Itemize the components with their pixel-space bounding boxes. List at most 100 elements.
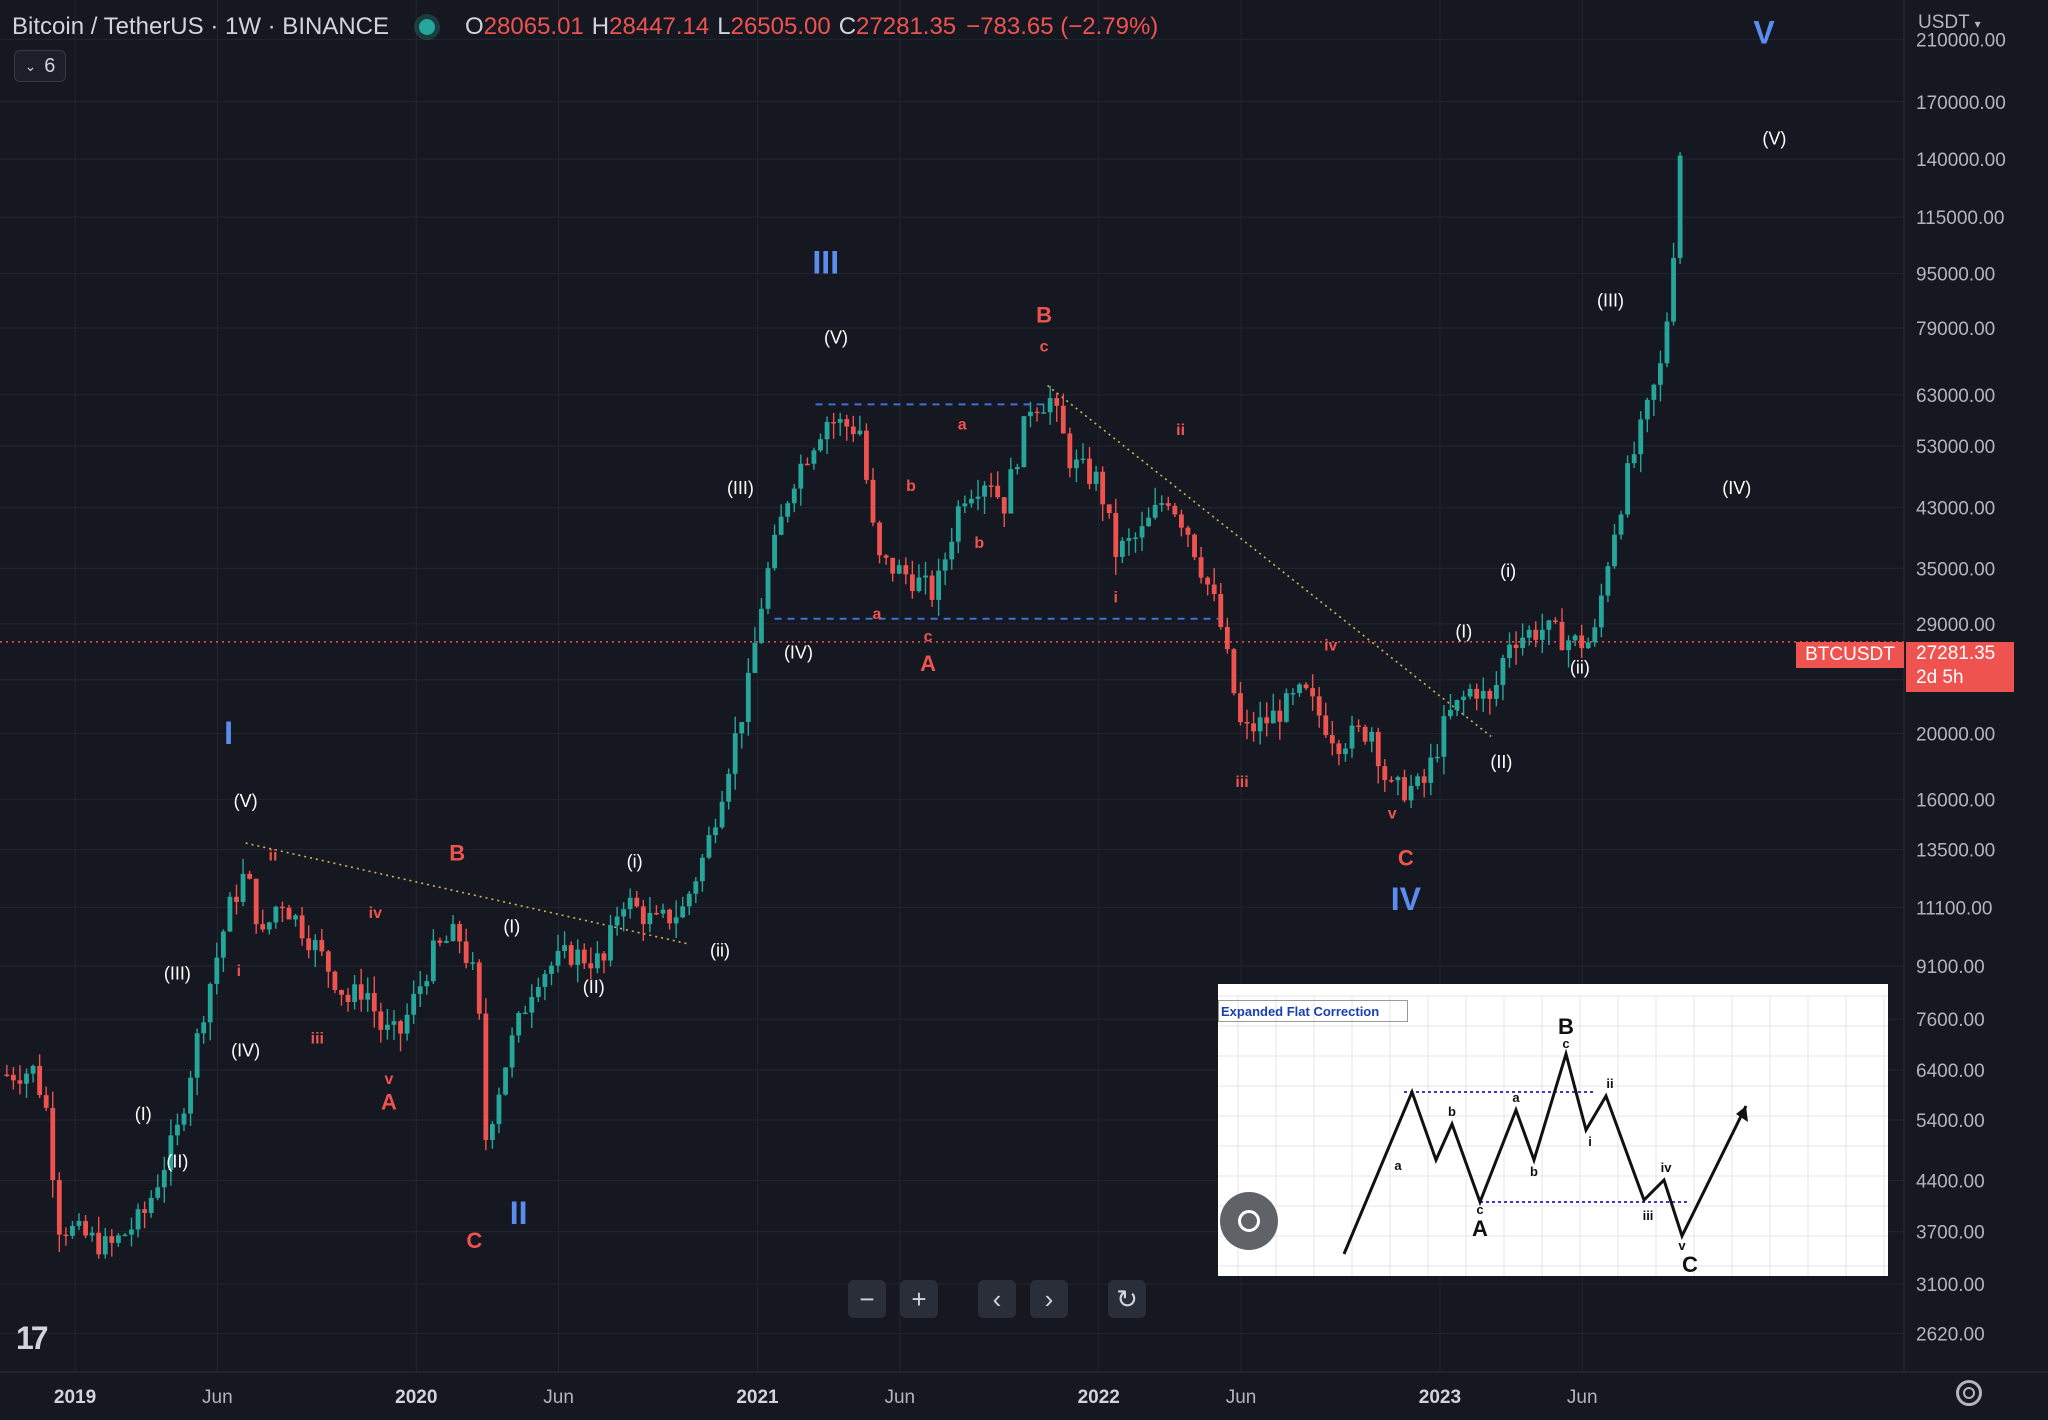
inset-wave-label: c [1476,1202,1483,1217]
price-tick-label: 95000.00 [1916,265,1995,286]
wave-label: v [1388,805,1397,822]
candle-body [936,570,942,600]
candle-body [1474,688,1480,699]
candle-body [194,1033,200,1078]
last-price-box: 27281.35 2d 5h [1906,642,2014,692]
time-tick-label: Jun [543,1387,574,1408]
candle-body [1644,399,1650,420]
candle-body [1290,693,1296,695]
candle-body [1218,594,1224,627]
candle-body [673,917,679,924]
lens-search-icon[interactable] [1220,1192,1278,1250]
candle-body [1480,690,1486,699]
candle-body [1014,467,1020,470]
indicators-toggle[interactable]: ⌄ 6 [14,50,66,82]
candle-body [89,1232,95,1236]
candle-body [949,541,955,560]
inset-wave-label: B [1558,1014,1574,1039]
candle-body [214,957,220,984]
candle-body [207,983,213,1023]
candle-body [181,1113,187,1125]
candle-body [109,1236,115,1243]
inset-wave-label: iii [1643,1208,1654,1223]
wave-label: (i) [1500,561,1516,581]
candle-body [601,953,607,961]
candle-body [542,973,548,987]
high-label: H [591,13,610,40]
scroll-right-button[interactable]: › [1030,1280,1068,1318]
candle-body [975,496,981,499]
reset-chart-button[interactable]: ↻ [1108,1280,1146,1318]
candle-body [286,907,292,920]
candle-body [772,534,777,569]
candle-body [1165,503,1171,506]
candle-body [1382,766,1388,781]
candle-body [588,963,594,969]
candle-body [1093,471,1099,484]
wave-label: (II) [583,977,605,997]
candle-body [371,993,377,1012]
wave-label: iii [1235,774,1248,791]
candle-body [306,938,312,951]
time-tick-label: 2019 [54,1387,96,1408]
candle-body [890,557,896,574]
price-tick-label: 29000.00 [1916,615,1995,636]
inset-wave-label: iv [1661,1160,1673,1175]
wave-label: a [958,417,967,434]
last-price-ticker: BTCUSDT [1796,642,1904,668]
candle-body [1566,640,1571,651]
inset-wave-label: b [1448,1104,1456,1119]
candle-body [1133,537,1138,540]
candle-body [575,949,581,965]
zoom-out-button[interactable]: − [848,1280,886,1318]
candle-body [1041,412,1047,414]
candle-body [660,909,666,914]
zoom-in-button[interactable]: + [900,1280,938,1318]
candle-body [1677,155,1683,258]
candle-body [1572,635,1578,641]
candle-body [175,1124,180,1136]
currency-selector[interactable]: USDT ▾ [1918,12,1981,34]
wave-label: iv [369,905,382,922]
candle-body [234,896,239,902]
close-label: C [838,13,857,40]
candle-body [404,1014,410,1034]
candle-body [444,941,449,943]
candle-body [549,965,554,974]
open-value: 28065.01 [483,13,584,40]
chevron-down-icon: ▾ [1974,17,1981,31]
tradingview-logo[interactable]: 17 [16,1320,49,1356]
candle-body [982,485,987,497]
settings-gear-icon[interactable] [1956,1380,1982,1406]
candle-body [10,1074,16,1081]
wave-label: iii [311,1030,324,1047]
symbol-title[interactable]: Bitcoin / TetherUS · 1W · BINANCE [12,13,389,40]
candle-body [942,559,948,571]
scroll-left-button[interactable]: ‹ [978,1280,1016,1318]
candle-body [1034,411,1040,414]
wave-label: (i) [627,852,643,872]
candle-body [457,924,462,942]
candle-body [962,503,968,507]
candle-body [680,906,686,918]
candle-body [608,925,613,961]
candle-body [312,940,318,951]
candle-body [562,945,567,952]
currency-label: USDT [1918,12,1970,33]
chart-navigation: − + ‹ › ↻ [848,1280,1146,1318]
candle-body [988,485,994,487]
price-tick-label: 11100.00 [1916,898,1992,919]
candle-body [844,419,850,427]
candle-body [1362,726,1368,742]
price-tick-label: 79000.00 [1916,319,1995,340]
candle-body [529,996,535,1013]
inset-wave-label: C [1682,1252,1698,1276]
candle-body [490,1124,495,1140]
candle-body [837,419,843,423]
price-tick-label: 6400.00 [1916,1061,1985,1082]
candle-body [102,1236,108,1255]
candle-body [1388,780,1394,782]
candle-body [1257,717,1263,732]
indicator-count: 6 [44,54,56,77]
